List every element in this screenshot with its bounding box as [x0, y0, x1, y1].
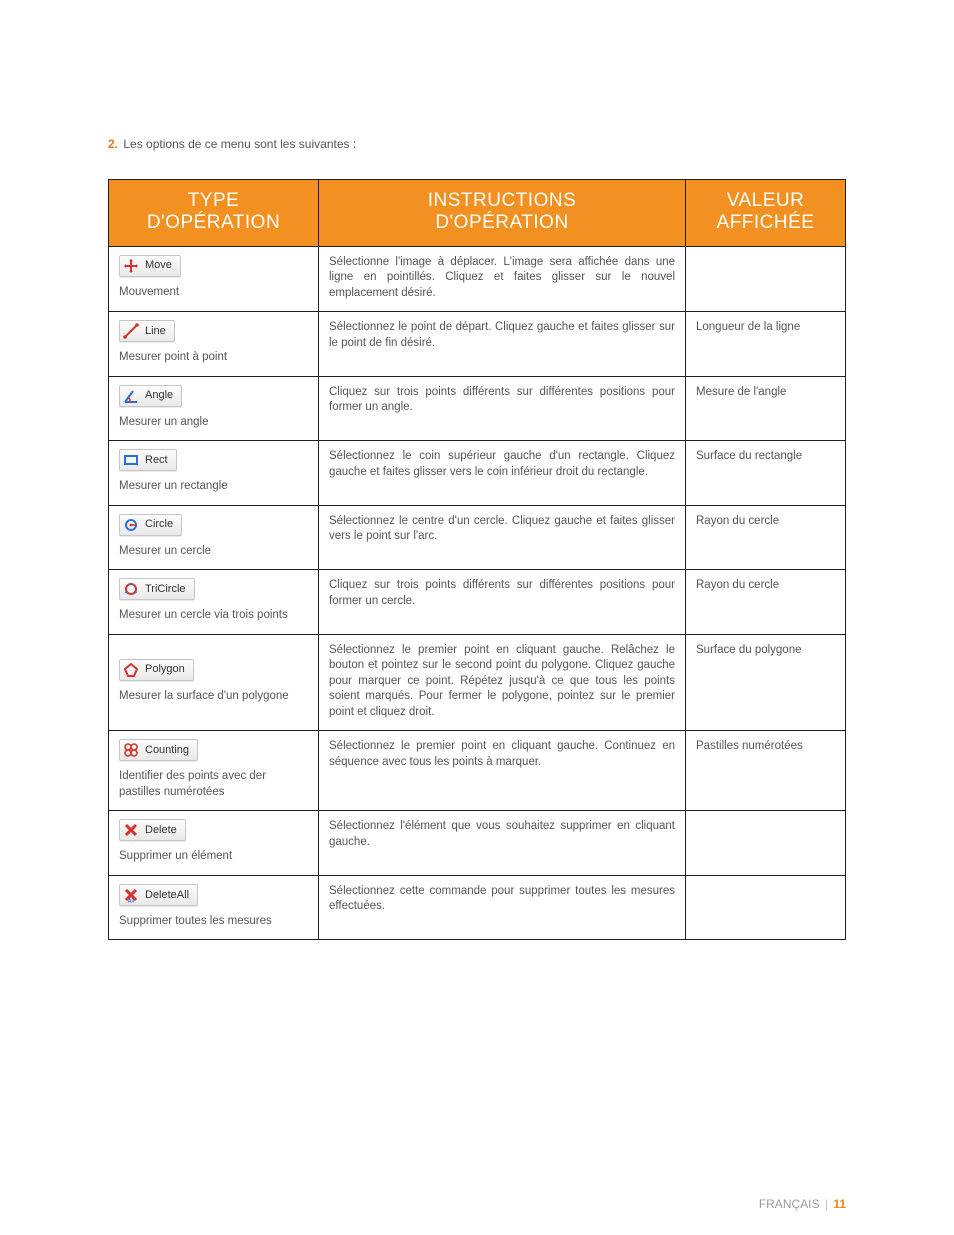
op-description: Mouvement	[119, 285, 308, 301]
delete-icon	[123, 822, 139, 838]
instructions-cell: Sélectionnez le point de départ. Cliquez…	[319, 312, 686, 377]
instructions-cell: Sélectionnez le coin supérieur gauche d'…	[319, 441, 686, 506]
header-type-line2: D'OPÉRATION	[147, 212, 280, 233]
op-description: Mesurer un angle	[119, 415, 308, 431]
op-pill-label: Delete	[145, 823, 177, 838]
operations-table: TYPE D'OPÉRATION INSTRUCTIONS D'OPÉRATIO…	[108, 179, 846, 940]
table-row: Angle Mesurer un angle Cliquez sur trois p…	[109, 376, 846, 441]
page-footer: FRANÇAIS | 11	[759, 1197, 846, 1211]
instructions-cell: Cliquez sur trois points différents sur …	[319, 570, 686, 635]
op-description: Mesurer un cercle	[119, 544, 308, 560]
table-row: Delete Supprimer un élément Sélectionnez l…	[109, 811, 846, 876]
header-type-line1: TYPE	[188, 190, 240, 211]
op-pill: Polygon	[119, 659, 194, 681]
op-pill-label: Counting	[145, 743, 189, 758]
op-cell: Counting Identifier des points avec der p…	[109, 731, 319, 811]
header-instr-line2: D'OPÉRATION	[435, 212, 568, 233]
op-pill-label: Angle	[145, 388, 173, 403]
instructions-cell: Sélectionnez le premier point en cliquan…	[319, 634, 686, 731]
op-cell: Circle Mesurer un cercle	[109, 505, 319, 570]
table-row: Circle Mesurer un cercle Sélectionnez le c…	[109, 505, 846, 570]
deleteall-icon	[123, 887, 139, 903]
header-instructions: INSTRUCTIONS D'OPÉRATION	[319, 180, 686, 247]
intro-number: 2.	[108, 137, 118, 151]
header-value-line1: VALEUR	[727, 190, 805, 211]
tricircle-icon	[123, 581, 139, 597]
table-row: Line Mesurer point à point Sélectionnez le…	[109, 312, 846, 377]
page: 2. Les options de ce menu sont les suiva…	[0, 0, 954, 1235]
move-icon	[123, 258, 139, 274]
op-cell: Move Mouvement	[109, 246, 319, 312]
op-description: Supprimer un élément	[119, 849, 308, 865]
value-cell: Rayon du cercle	[686, 505, 846, 570]
op-pill: TriCircle	[119, 578, 195, 600]
op-cell: Angle Mesurer un angle	[109, 376, 319, 441]
op-pill: Circle	[119, 514, 182, 536]
op-pill: Line	[119, 320, 175, 342]
op-cell: Rect Mesurer un rectangle	[109, 441, 319, 506]
circle-icon	[123, 517, 139, 533]
op-pill: Counting	[119, 739, 198, 761]
table-row: Rect Mesurer un rectangle Sélectionnez le …	[109, 441, 846, 506]
instructions-cell: Sélectionnez cette commande pour supprim…	[319, 875, 686, 940]
header-value: VALEUR AFFICHÉE	[686, 180, 846, 247]
intro-text: Les options de ce menu sont les suivante…	[123, 137, 356, 151]
value-cell	[686, 875, 846, 940]
op-cell: Polygon Mesurer la surface d'un polygone	[109, 634, 319, 731]
op-cell: DeleteAll Supprimer toutes les mesures	[109, 875, 319, 940]
op-pill-label: Line	[145, 324, 166, 339]
op-pill-label: Polygon	[145, 662, 185, 677]
header-value-line2: AFFICHÉE	[717, 212, 815, 233]
instructions-cell: Sélectionnez le centre d'un cercle. Cliq…	[319, 505, 686, 570]
value-cell: Surface du rectangle	[686, 441, 846, 506]
op-pill-label: DeleteAll	[145, 888, 189, 903]
footer-lang: FRANÇAIS	[759, 1197, 820, 1211]
line-icon	[123, 323, 139, 339]
table-row: TriCircle Mesurer un cercle via trois poi…	[109, 570, 846, 635]
op-pill: Angle	[119, 385, 182, 407]
footer-page-number: 11	[833, 1197, 846, 1211]
op-cell: TriCircle Mesurer un cercle via trois poi…	[109, 570, 319, 635]
value-cell: Rayon du cercle	[686, 570, 846, 635]
table-row: Counting Identifier des points avec der p…	[109, 731, 846, 811]
op-cell: Line Mesurer point à point	[109, 312, 319, 377]
op-pill: DeleteAll	[119, 884, 198, 906]
op-cell: Delete Supprimer un élément	[109, 811, 319, 876]
value-cell	[686, 246, 846, 312]
table-row: DeleteAll Supprimer toutes les mesures Sél…	[109, 875, 846, 940]
op-pill-label: Circle	[145, 517, 173, 532]
header-type: TYPE D'OPÉRATION	[109, 180, 319, 247]
instructions-cell: Sélectionnez l'élément que vous souhaite…	[319, 811, 686, 876]
rect-icon	[123, 452, 139, 468]
table-row: Polygon Mesurer la surface d'un polygone S…	[109, 634, 846, 731]
op-description: Mesurer la surface d'un polygone	[119, 689, 308, 705]
value-cell	[686, 811, 846, 876]
op-pill-label: Rect	[145, 453, 168, 468]
value-cell: Longueur de la ligne	[686, 312, 846, 377]
instructions-cell: Sélectionne l'image à déplacer. L'image …	[319, 246, 686, 312]
instructions-cell: Cliquez sur trois points différents sur …	[319, 376, 686, 441]
footer-sep: |	[823, 1197, 830, 1211]
header-instr-line1: INSTRUCTIONS	[428, 190, 577, 211]
intro-line: 2. Les options de ce menu sont les suiva…	[108, 137, 846, 151]
op-description: Supprimer toutes les mesures	[119, 914, 308, 930]
op-description: Mesurer un cercle via trois points	[119, 608, 308, 624]
angle-icon	[123, 388, 139, 404]
value-cell: Pastilles numérotées	[686, 731, 846, 811]
op-description: Identifier des points avec der pastilles…	[119, 769, 308, 800]
op-pill-label: TriCircle	[145, 582, 186, 597]
table-row: Move Mouvement Sélectionne l'image à dépla…	[109, 246, 846, 312]
op-pill: Move	[119, 255, 181, 277]
value-cell: Surface du polygone	[686, 634, 846, 731]
counting-icon	[123, 742, 139, 758]
op-pill: Delete	[119, 819, 186, 841]
polygon-icon	[123, 662, 139, 678]
value-cell: Mesure de l'angle	[686, 376, 846, 441]
instructions-cell: Sélectionnez le premier point en cliquan…	[319, 731, 686, 811]
op-description: Mesurer point à point	[119, 350, 308, 366]
op-description: Mesurer un rectangle	[119, 479, 308, 495]
op-pill-label: Move	[145, 258, 172, 273]
table-header-row: TYPE D'OPÉRATION INSTRUCTIONS D'OPÉRATIO…	[109, 180, 846, 247]
op-pill: Rect	[119, 449, 177, 471]
